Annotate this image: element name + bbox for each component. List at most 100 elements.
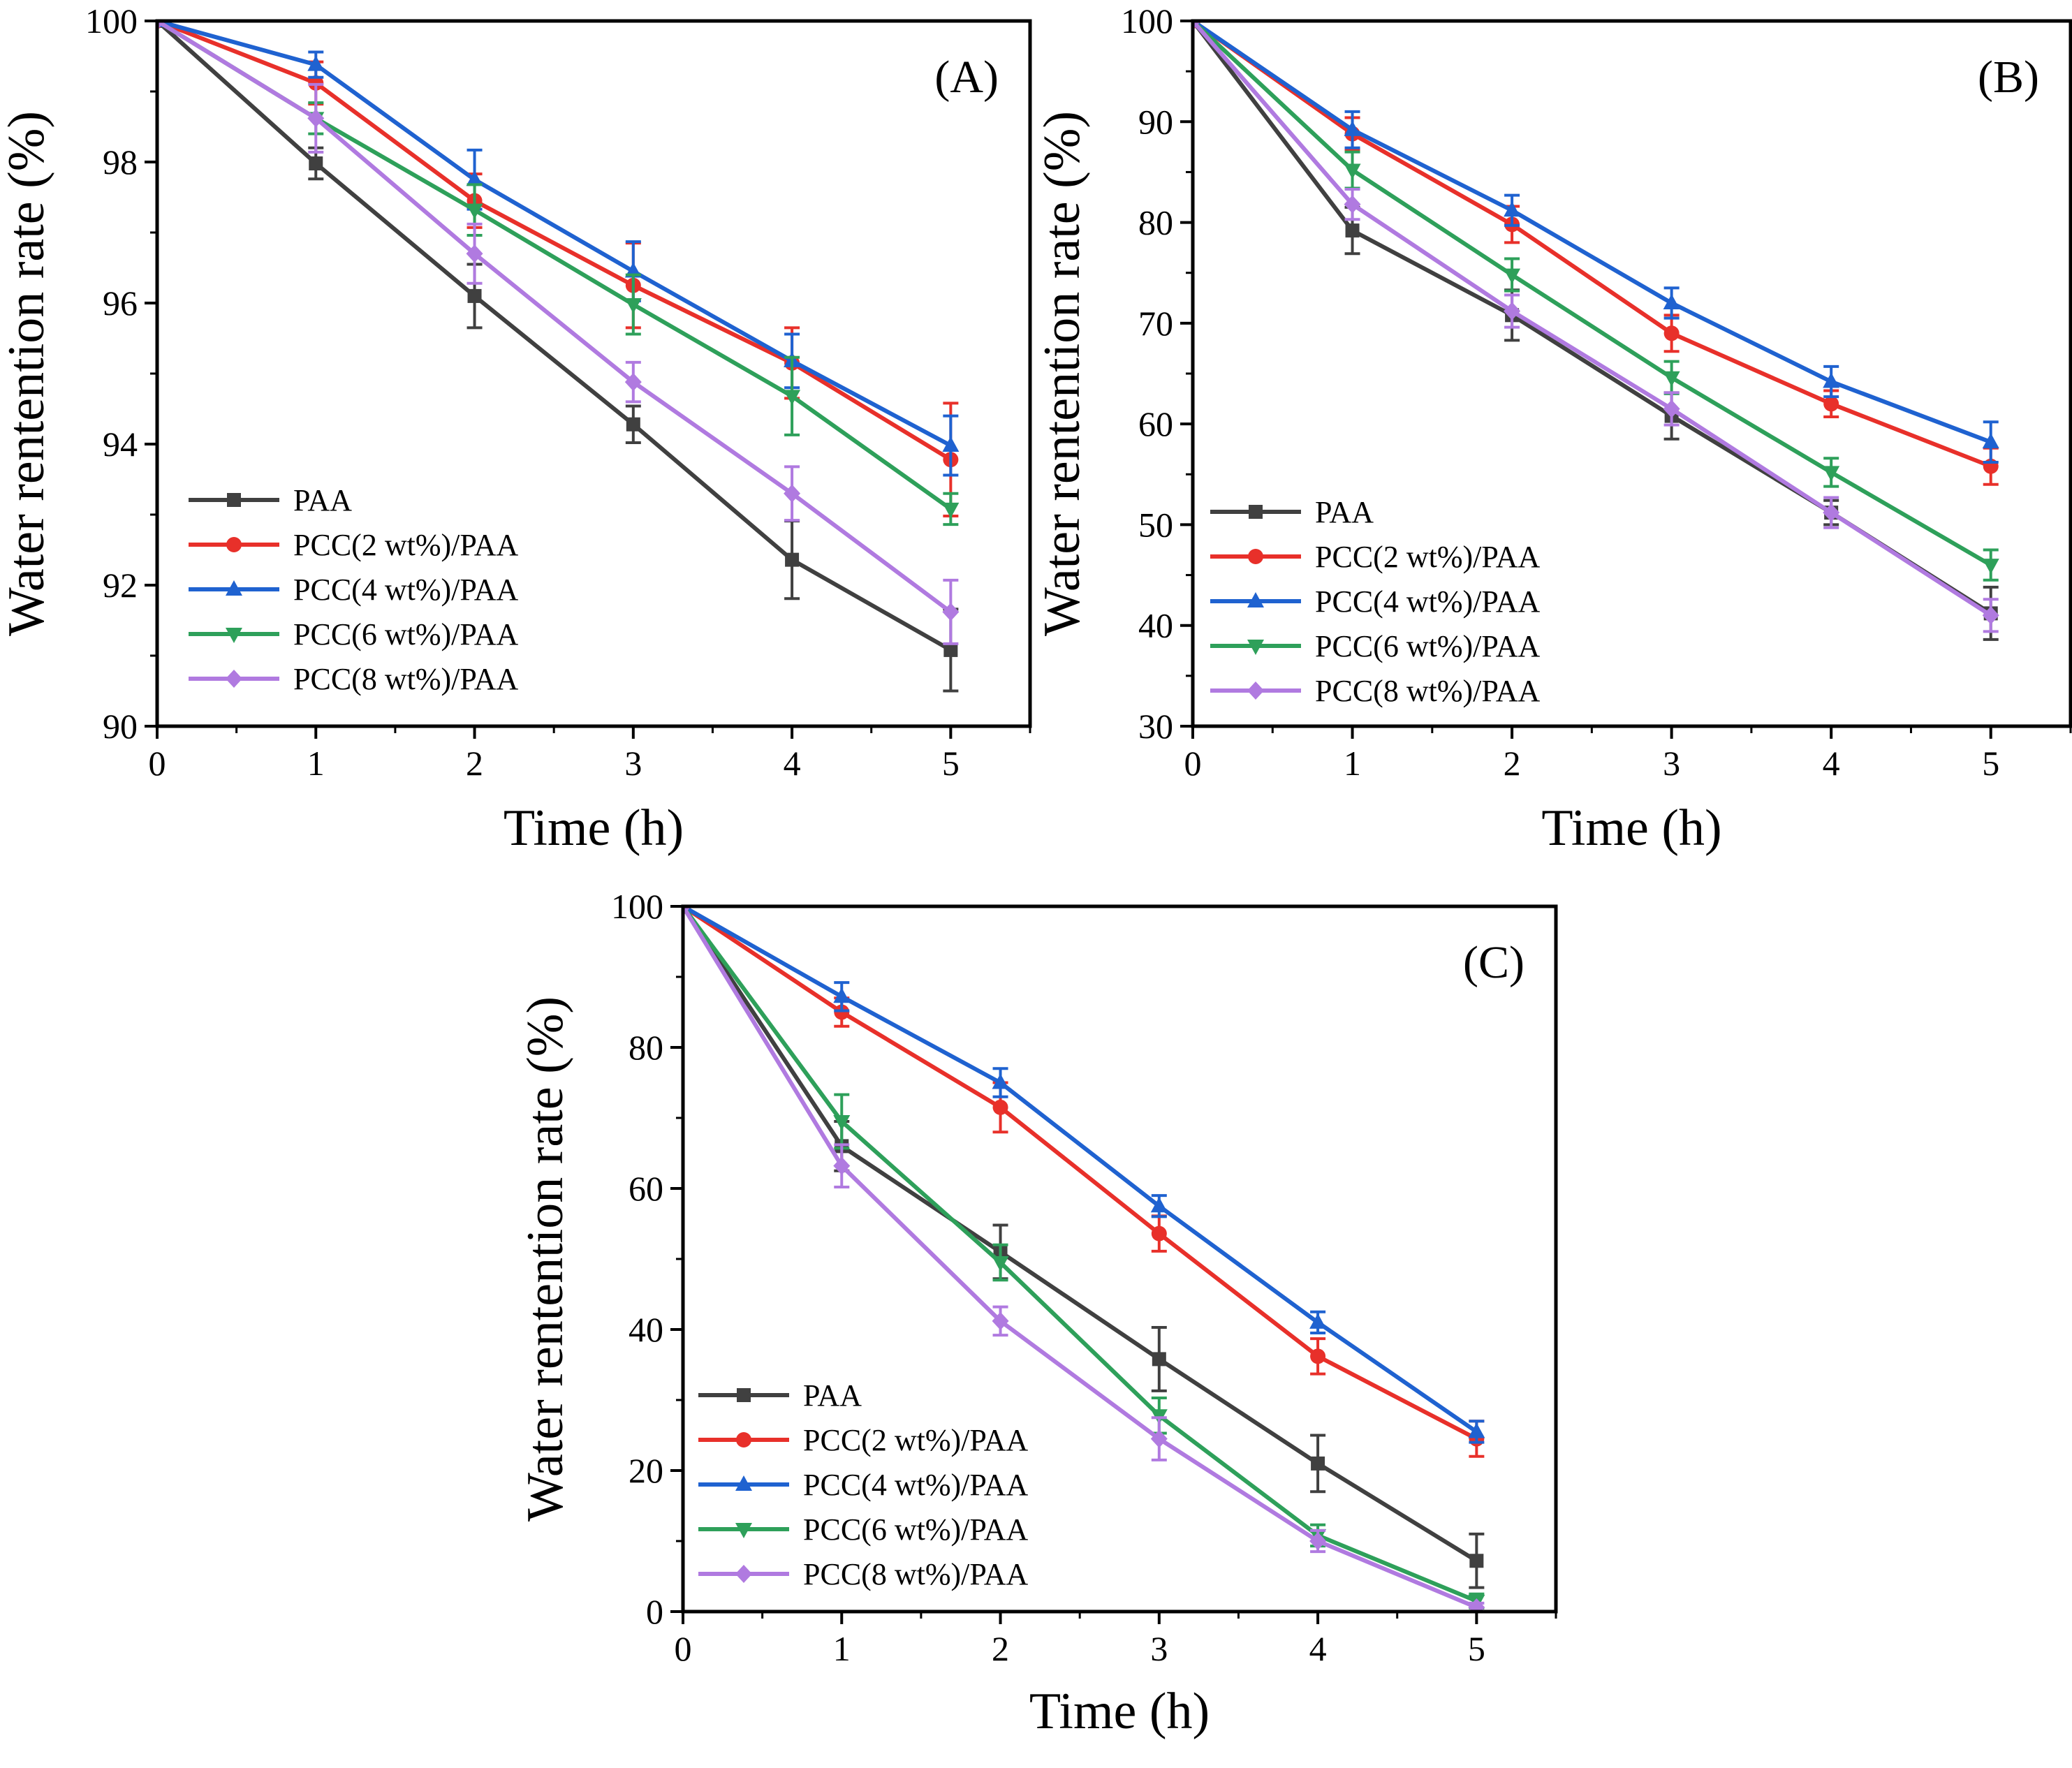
series-line bbox=[1193, 21, 1992, 469]
series-line bbox=[157, 21, 952, 462]
y-tick-label: 40 bbox=[629, 1310, 663, 1349]
y-tick-label: 98 bbox=[103, 142, 138, 182]
series-line bbox=[157, 21, 953, 614]
data-point bbox=[624, 373, 642, 392]
data-point bbox=[1152, 1352, 1166, 1366]
y-tick-label: 50 bbox=[1138, 505, 1173, 544]
legend-marker bbox=[735, 1475, 752, 1491]
legend-item: PCC(2 wt%)/PAA bbox=[698, 1423, 1029, 1457]
data-point bbox=[834, 1004, 850, 1020]
data-point bbox=[626, 417, 640, 432]
legend-marker bbox=[226, 580, 242, 596]
axes-frame bbox=[155, 19, 1032, 728]
legend-label: PAA bbox=[803, 1378, 862, 1413]
data-point bbox=[1468, 1422, 1485, 1438]
data-point bbox=[942, 502, 960, 518]
series-paa bbox=[683, 906, 1485, 1589]
x-tick-label: 3 bbox=[1150, 1629, 1168, 1668]
data-point bbox=[624, 298, 642, 314]
data-point bbox=[683, 906, 691, 915]
x-axis-title: Time (h) bbox=[1541, 800, 1721, 857]
data-point bbox=[992, 1256, 1009, 1272]
x-tick-label: 4 bbox=[784, 744, 801, 783]
series-line bbox=[157, 21, 952, 652]
series-pcc-4-wt-paa bbox=[1193, 21, 1999, 464]
legend-marker bbox=[227, 493, 241, 507]
data-point bbox=[466, 244, 483, 263]
series-line bbox=[1193, 21, 1992, 615]
series-pcc-2-wt-paa bbox=[683, 906, 1485, 1458]
series-line bbox=[683, 906, 1478, 1603]
y-axis-title: Water rentention rate (%) bbox=[517, 996, 574, 1522]
axes-frame bbox=[681, 904, 1558, 1614]
y-tick-label: 90 bbox=[1138, 102, 1173, 141]
data-point bbox=[1310, 1348, 1326, 1364]
series-line bbox=[1193, 21, 1992, 444]
plot-area bbox=[1193, 21, 1999, 641]
legend-label: PAA bbox=[293, 483, 352, 517]
legend-label: PCC(6 wt%)/PAA bbox=[1315, 629, 1541, 663]
axes-frame bbox=[1191, 19, 2072, 728]
x-tick-label: 3 bbox=[624, 744, 642, 783]
data-point bbox=[307, 109, 325, 128]
legend-label: PCC(4 wt%)/PAA bbox=[803, 1468, 1029, 1502]
data-point bbox=[992, 1311, 1009, 1330]
legend-marker bbox=[226, 628, 242, 643]
legend-item: PAA bbox=[1210, 495, 1374, 529]
data-point bbox=[1982, 606, 1999, 625]
data-point bbox=[784, 484, 801, 503]
plot-area bbox=[157, 21, 960, 693]
data-point bbox=[1823, 503, 1840, 522]
data-point bbox=[467, 288, 482, 303]
x-tick-label: 2 bbox=[466, 744, 483, 783]
legend-marker bbox=[736, 1432, 751, 1447]
data-point bbox=[1345, 223, 1360, 238]
data-point bbox=[1468, 1598, 1485, 1612]
legend-label: PCC(8 wt%)/PAA bbox=[803, 1557, 1029, 1591]
legend: PAA PCC(2 wt%)/PAA PCC(4 wt%)/PAA PCC(6 wt%… bbox=[189, 483, 519, 696]
legend-item: PCC(4 wt%)/PAA bbox=[698, 1468, 1029, 1502]
data-point bbox=[1823, 372, 1840, 388]
y-axis-title: Water rentention rate (%) bbox=[1034, 111, 1091, 636]
data-point bbox=[1469, 1554, 1484, 1568]
series-pcc-8-wt-paa bbox=[1193, 21, 1999, 633]
data-point bbox=[1823, 466, 1840, 482]
legend-item: PCC(6 wt%)/PAA bbox=[1210, 629, 1541, 663]
panel-label: (A) bbox=[934, 52, 999, 103]
data-point bbox=[1344, 120, 1361, 136]
y-tick-label: 90 bbox=[103, 707, 138, 746]
legend-marker bbox=[1247, 640, 1264, 655]
legend-item: PCC(6 wt%)/PAA bbox=[189, 617, 519, 651]
data-point bbox=[992, 1073, 1009, 1089]
data-point bbox=[1344, 195, 1361, 214]
x-tick-label: 4 bbox=[1823, 744, 1840, 783]
x-tick-label: 3 bbox=[1663, 744, 1680, 783]
y-tick-label: 100 bbox=[1121, 1, 1173, 40]
x-tick-label: 0 bbox=[675, 1629, 692, 1668]
x-tick-label: 5 bbox=[1468, 1629, 1485, 1668]
data-point bbox=[1150, 1429, 1168, 1448]
data-point bbox=[309, 156, 323, 171]
y-tick-label: 60 bbox=[629, 1169, 663, 1208]
x-tick-label: 1 bbox=[1344, 744, 1361, 783]
plot-area bbox=[683, 906, 1485, 1612]
panel-b: 0 1 2 3 4 5 30 40 50 60 70 80 90 100 Time (h) Water ren… bbox=[1034, 1, 2072, 857]
legend-marker bbox=[737, 1388, 751, 1402]
data-point bbox=[943, 642, 958, 657]
y-tick-label: 70 bbox=[1138, 304, 1173, 343]
x-tick-label: 0 bbox=[149, 744, 166, 783]
x-axis-title: Time (h) bbox=[1029, 1683, 1210, 1740]
legend-label: PAA bbox=[1315, 495, 1374, 529]
legend-label: PCC(8 wt%)/PAA bbox=[1315, 674, 1541, 708]
legend-item: PCC(2 wt%)/PAA bbox=[189, 528, 519, 562]
legend-marker bbox=[226, 670, 242, 688]
data-point bbox=[992, 1099, 1008, 1115]
y-tick-label: 80 bbox=[629, 1028, 663, 1067]
y-tick-label: 40 bbox=[1138, 606, 1173, 645]
data-point bbox=[1344, 163, 1361, 179]
legend-item: PCC(6 wt%)/PAA bbox=[698, 1512, 1029, 1547]
data-point bbox=[1663, 325, 1680, 341]
x-axis-title: Time (h) bbox=[504, 800, 684, 857]
panel-label: (C) bbox=[1463, 937, 1524, 988]
